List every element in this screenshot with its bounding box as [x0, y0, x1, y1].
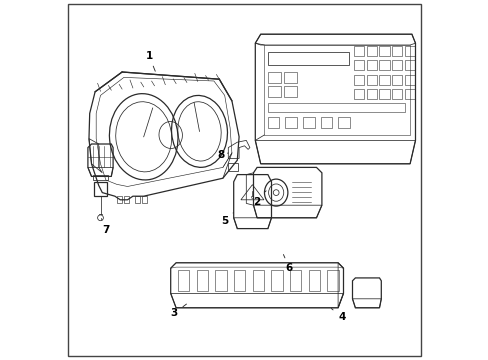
- Text: 1: 1: [145, 51, 155, 71]
- Text: 4: 4: [330, 309, 345, 322]
- Text: 2: 2: [253, 191, 265, 207]
- Text: 7: 7: [102, 219, 109, 235]
- Text: 3: 3: [170, 304, 186, 318]
- Text: 6: 6: [283, 255, 292, 273]
- Text: 8: 8: [217, 150, 228, 160]
- Text: 5: 5: [221, 212, 233, 226]
